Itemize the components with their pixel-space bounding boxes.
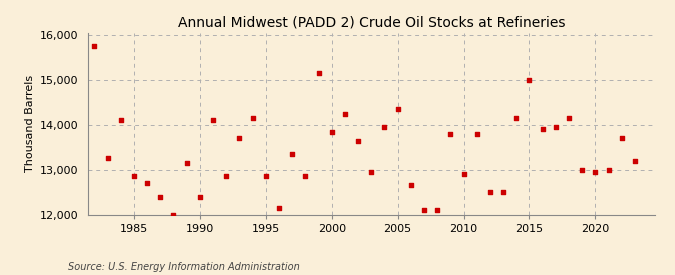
Point: [550, 125, 561, 129]
Y-axis label: Thousand Barrels: Thousand Barrels: [25, 75, 35, 172]
Title: Annual Midwest (PADD 2) Crude Oil Stocks at Refineries: Annual Midwest (PADD 2) Crude Oil Stocks…: [178, 15, 565, 29]
Point: [168, 212, 179, 217]
Point: [102, 156, 113, 161]
Point: [208, 118, 219, 123]
Point: [340, 111, 350, 116]
Point: [392, 107, 403, 111]
Point: [261, 174, 271, 178]
Point: [366, 170, 377, 174]
Point: [603, 167, 614, 172]
Point: [458, 172, 469, 176]
Point: [142, 181, 153, 185]
Point: [273, 206, 284, 210]
Point: [379, 125, 390, 129]
Point: [406, 183, 416, 188]
Point: [300, 174, 310, 178]
Point: [221, 174, 232, 178]
Point: [313, 71, 324, 76]
Point: [590, 170, 601, 174]
Point: [194, 194, 205, 199]
Point: [234, 136, 245, 141]
Point: [616, 136, 627, 141]
Point: [155, 194, 165, 199]
Point: [115, 118, 126, 123]
Point: [287, 152, 298, 156]
Point: [511, 116, 522, 120]
Point: [537, 127, 548, 131]
Point: [182, 161, 192, 165]
Point: [630, 158, 641, 163]
Point: [564, 116, 574, 120]
Point: [128, 174, 139, 178]
Point: [471, 132, 482, 136]
Point: [247, 116, 258, 120]
Point: [89, 44, 100, 49]
Point: [432, 208, 443, 212]
Point: [418, 208, 429, 212]
Point: [485, 190, 495, 194]
Point: [445, 132, 456, 136]
Point: [326, 130, 337, 134]
Point: [524, 78, 535, 82]
Point: [497, 190, 508, 194]
Text: Source: U.S. Energy Information Administration: Source: U.S. Energy Information Administ…: [68, 262, 299, 272]
Point: [352, 138, 363, 143]
Point: [577, 167, 588, 172]
